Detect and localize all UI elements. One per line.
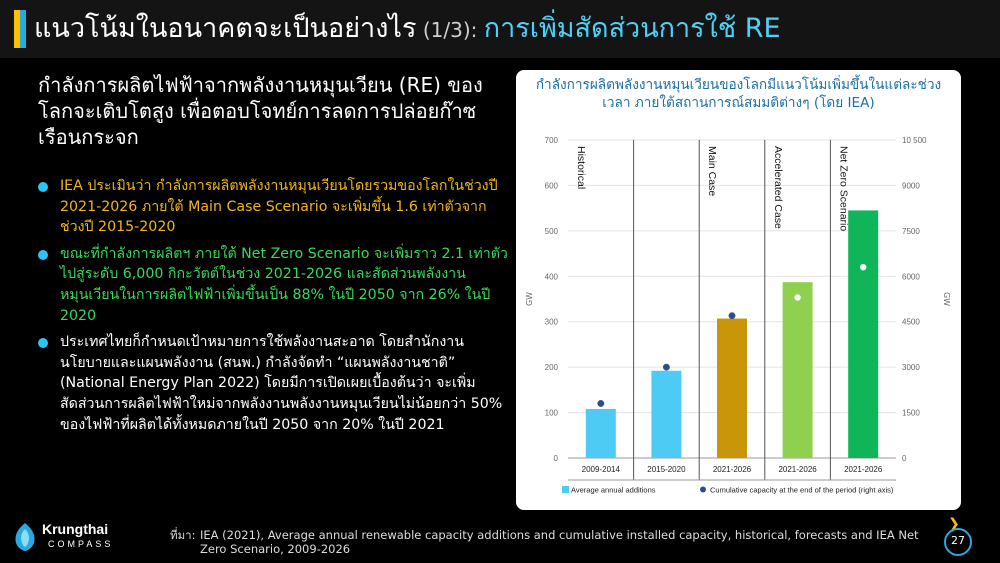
y-right-tick-label: 4500	[902, 318, 920, 327]
y-tick-label: 0	[554, 454, 559, 463]
x-tick-label: 2015-2020	[647, 465, 686, 474]
y-right-tick-label: 7500	[902, 227, 920, 236]
bar	[585, 408, 616, 458]
chart-card: กำลังการผลิตพลังงานหมุนเวียนของโลกมีแนวโ…	[516, 70, 961, 510]
cumulative-point	[597, 400, 605, 407]
y-right-tick-label: 0	[902, 454, 907, 463]
y-right-tick-label: 1500	[902, 409, 920, 418]
x-tick-label: 2021-2026	[778, 465, 817, 474]
scenario-label: Main Case	[706, 146, 718, 196]
title-part: (1/3):	[416, 18, 484, 42]
logo-sub: COMPASS	[48, 539, 114, 549]
slide-title: แนวโน้มในอนาคตจะเป็นอย่างไร (1/3): การเพ…	[34, 10, 781, 49]
cumulative-point	[794, 294, 801, 301]
y-right-tick-label: 9000	[902, 181, 920, 190]
scenario-label: Historical	[575, 146, 587, 189]
headline: กำลังการผลิตไฟฟ้าจากพลังงานหมุนเวียน (RE…	[38, 73, 483, 149]
scenario-label: Net Zero Scenario	[837, 146, 849, 231]
bullet-dot-icon	[38, 338, 48, 349]
legend-swatch-bar	[562, 486, 569, 493]
x-tick-label: 2021-2026	[844, 465, 883, 474]
bullet-dot-icon	[38, 249, 48, 260]
title-accent-bar	[14, 10, 26, 48]
bullet-item: IEA ประเมินว่า กำลังการผลิตพลังงานหมุนเว…	[38, 176, 508, 238]
company-logo: Krungthai COMPASS	[4, 515, 154, 563]
cumulative-point	[662, 363, 670, 371]
y-right-axis-label: GW	[942, 292, 951, 306]
logo-name: Krungthai	[42, 521, 109, 537]
y-tick-label: 700	[545, 136, 559, 145]
cumulative-point	[860, 264, 867, 271]
bullet-item: ขณะที่กำลังการผลิตฯ ภายใต้ Net Zero Scen…	[38, 244, 508, 326]
legend-label: Cumulative capacity at the end of the pe…	[710, 486, 894, 495]
title-main: แนวโน้มในอนาคตจะเป็นอย่างไร	[34, 13, 417, 44]
bullet-list: IEA ประเมินว่า กำลังการผลิตพลังงานหมุนเว…	[38, 176, 508, 441]
bullet-text: IEA ประเมินว่า กำลังการผลิตพลังงานหมุนเว…	[60, 178, 498, 236]
bullet-text: ประเทศไทยก็กำหนดเป้าหมายการใช้พลังงานสะอ…	[60, 334, 503, 433]
chevron-right-icon: ❯	[948, 516, 960, 532]
legend-label: Average annual additions	[571, 486, 656, 495]
bar	[848, 210, 879, 458]
bullet-text: ขณะที่กำลังการผลิตฯ ภายใต้ Net Zero Scen…	[60, 245, 508, 324]
compass-logo-icon	[15, 523, 35, 551]
bullet-item: ประเทศไทยก็กำหนดเป้าหมายการใช้พลังงานสะอ…	[38, 332, 508, 435]
page-circle	[944, 528, 972, 556]
bar	[717, 318, 747, 458]
page-number: ❯ 27	[940, 516, 976, 556]
source-label: ที่มา:	[170, 528, 196, 542]
title-bar: แนวโน้มในอนาคตจะเป็นอย่างไร (1/3): การเพ…	[0, 0, 1000, 58]
bullet-dot-icon	[38, 182, 48, 192]
chart-title: กำลังการผลิตพลังงานหมุนเวียนของโลกมีแนวโ…	[535, 77, 942, 111]
x-tick-label: 2021-2026	[713, 465, 752, 474]
y-tick-label: 400	[545, 272, 559, 281]
cumulative-point	[728, 312, 736, 320]
y-right-tick-label: 6000	[902, 272, 920, 281]
y-tick-label: 600	[545, 181, 559, 190]
legend-swatch-point	[700, 486, 706, 493]
y-right-tick-label: 3000	[902, 363, 920, 372]
page-number-text: 27	[951, 534, 965, 547]
x-tick-label: 2009-2014	[582, 465, 621, 474]
y-tick-label: 500	[545, 227, 559, 236]
y-tick-label: 300	[545, 318, 559, 327]
bar	[651, 370, 682, 458]
source-text: IEA (2021), Average annual renewable cap…	[200, 528, 919, 556]
title-topic: การเพิ่มสัดส่วนการใช้ RE	[483, 13, 781, 44]
y-axis-label: GW	[525, 292, 534, 306]
y-tick-label: 100	[545, 409, 559, 418]
bar	[782, 282, 813, 458]
y-right-tick-label: 10 500	[902, 136, 927, 145]
chart-svg: 0 100 200 300 400 500 600 700 0 1500 3000 4500 6000 7…	[525, 136, 951, 495]
y-tick-label: 200	[545, 363, 559, 372]
scenario-label: Accelerated Case	[772, 146, 784, 229]
